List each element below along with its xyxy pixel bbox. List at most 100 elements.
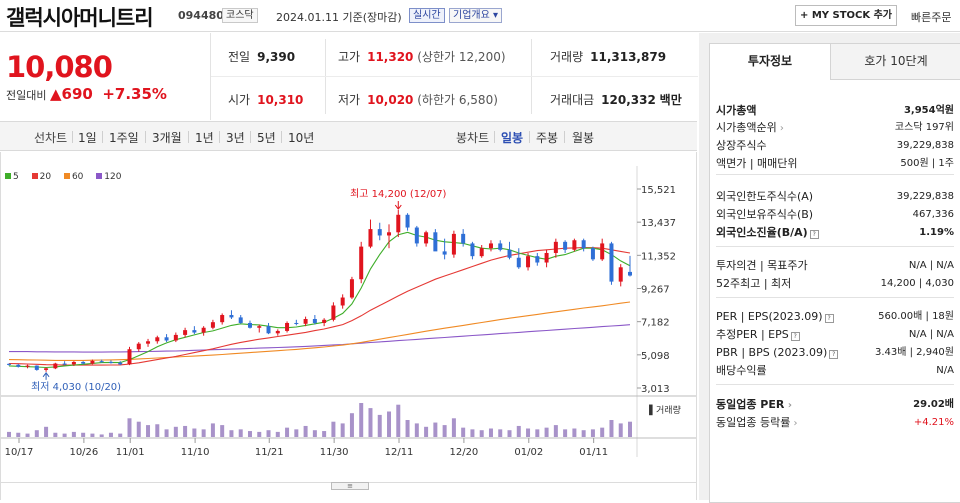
invest-row-value: N/A xyxy=(936,365,954,376)
chart-scrollbar[interactable]: ≡ xyxy=(0,482,697,500)
volume-bar xyxy=(359,403,364,437)
tab-period-1y[interactable]: 1년 xyxy=(195,131,214,145)
help-icon[interactable]: ? xyxy=(829,350,839,359)
invest-row-value: 39,229,838 xyxy=(896,191,954,202)
tab-candle-daily[interactable]: 일봉 xyxy=(501,131,524,145)
min-arrow-head xyxy=(42,371,50,378)
divider xyxy=(211,76,698,77)
volume-bar xyxy=(340,423,345,437)
company-info-dropdown[interactable]: 기업개요 ▾ xyxy=(449,8,502,23)
tab-invest-info[interactable]: 투자정보 xyxy=(710,44,830,80)
volume-bar xyxy=(498,429,503,437)
tab-period-3y[interactable]: 3년 xyxy=(226,131,245,145)
invest-info-box: 투자정보 호가 10단계 시가총액 3,954억원 시가총액순위 › 코스닥 197위… xyxy=(709,43,960,503)
candle-body xyxy=(405,214,410,228)
candle-body xyxy=(146,341,151,344)
invest-row-label: 상장주식수 xyxy=(716,139,767,152)
candle-body xyxy=(331,305,336,320)
candle-body xyxy=(127,349,132,365)
volume-bar xyxy=(303,425,308,437)
legend-swatch xyxy=(96,173,103,179)
candle-body xyxy=(470,243,475,257)
candle-body xyxy=(414,227,419,244)
volume-bar xyxy=(7,431,11,437)
volume-label: ▌거래량 xyxy=(648,404,681,416)
y-tick-label: 9,267 xyxy=(641,285,670,296)
candle-body xyxy=(7,363,11,365)
volume-bar xyxy=(238,429,243,437)
volume-bar xyxy=(173,426,178,437)
candle-body xyxy=(581,240,586,249)
tab-candle-monthly[interactable]: 월봉 xyxy=(572,131,595,145)
tab-candle-weekly[interactable]: 주봉 xyxy=(536,131,559,145)
ma20-line xyxy=(8,247,631,366)
invest-row-label: 동일업종 PER › xyxy=(716,398,792,411)
volume-bar xyxy=(25,433,30,437)
divider xyxy=(219,131,220,143)
candle-body xyxy=(81,361,86,364)
stat-open: 시가 10,310 xyxy=(228,93,304,107)
candle-body xyxy=(572,240,577,250)
candle-body xyxy=(201,327,206,333)
help-icon[interactable]: ? xyxy=(809,230,819,239)
invest-row-value: 39,229,838 xyxy=(896,140,954,151)
candle-body xyxy=(359,246,364,280)
tab-period-5y[interactable]: 5년 xyxy=(257,131,276,145)
volume-bar xyxy=(71,431,76,437)
divider xyxy=(494,131,495,143)
company-name: 갤럭시아머니트리 xyxy=(6,6,154,30)
volume-bar xyxy=(257,431,262,437)
candle-body xyxy=(563,241,568,250)
quick-order-button[interactable]: 빠른주문 xyxy=(911,11,952,24)
invest-row: 외국인보유주식수(B) 467,336 xyxy=(716,206,954,224)
volume-bar xyxy=(507,430,512,437)
candle-body xyxy=(340,297,345,306)
x-tick-label: 11/30 xyxy=(320,447,349,458)
volume-bar xyxy=(229,430,234,437)
invest-row: 시가총액 3,954억원 xyxy=(716,102,954,120)
volume-bar xyxy=(81,432,86,437)
ma60-line xyxy=(8,301,631,361)
tab-period-1d[interactable]: 1일 xyxy=(78,131,97,145)
invest-row-label: 액면가 | 매매단위 xyxy=(716,157,798,170)
stat-low: 저가 10,020 (하한가 6,580) xyxy=(338,93,498,107)
candle-body xyxy=(229,315,234,318)
volume-bar xyxy=(322,431,327,437)
legend-swatch xyxy=(63,173,70,179)
help-icon[interactable]: ? xyxy=(790,332,800,341)
divider xyxy=(564,131,565,143)
help-icon[interactable]: ? xyxy=(824,314,834,323)
invest-row-value: N/A | N/A xyxy=(908,260,954,271)
tab-order-book[interactable]: 호가 10단계 xyxy=(830,44,960,80)
volume-bar xyxy=(433,422,438,437)
max-price-label: 최고 14,200 (12/07) xyxy=(350,188,446,200)
invest-row: 동일업종 등락률 › +4.21% xyxy=(716,414,954,432)
ma120-line xyxy=(9,324,631,353)
volume-bar xyxy=(136,421,141,437)
add-mystock-button[interactable]: + MY STOCK 추가 xyxy=(795,5,897,26)
volume-bar xyxy=(405,420,410,437)
stock-chart[interactable]: 5 20 60 120 15,521 13,437 11,352 9,267 7,182… xyxy=(0,152,697,482)
tab-period-10y[interactable]: 10년 xyxy=(288,131,315,145)
tab-period-3m[interactable]: 3개월 xyxy=(152,131,182,145)
chevron-right-icon[interactable]: › xyxy=(784,400,792,411)
candle-body xyxy=(488,243,493,249)
candle-body xyxy=(99,361,104,363)
candle-body xyxy=(516,257,521,268)
invest-row-value: +4.21% xyxy=(913,417,954,428)
invest-row-label: 외국인보유주식수(B) xyxy=(716,208,814,221)
invest-row-value: N/A | N/A xyxy=(908,329,954,340)
realtime-button[interactable]: 실시간 xyxy=(409,8,445,23)
candle-body xyxy=(71,361,76,365)
scroll-thumb[interactable]: ≡ xyxy=(331,482,369,490)
volume-bar xyxy=(34,430,39,437)
divider xyxy=(716,246,954,247)
volume-bar xyxy=(192,428,197,437)
invest-row: 외국인한도주식수(A) 39,229,838 xyxy=(716,188,954,206)
volume-bar xyxy=(387,411,392,437)
tab-period-1w[interactable]: 1주일 xyxy=(109,131,139,145)
invest-row: 액면가 | 매매단위 500원 | 1주 xyxy=(716,155,954,173)
chevron-right-icon[interactable]: › xyxy=(776,123,784,134)
chevron-right-icon[interactable]: › xyxy=(790,418,798,429)
volume-bar xyxy=(581,430,586,437)
